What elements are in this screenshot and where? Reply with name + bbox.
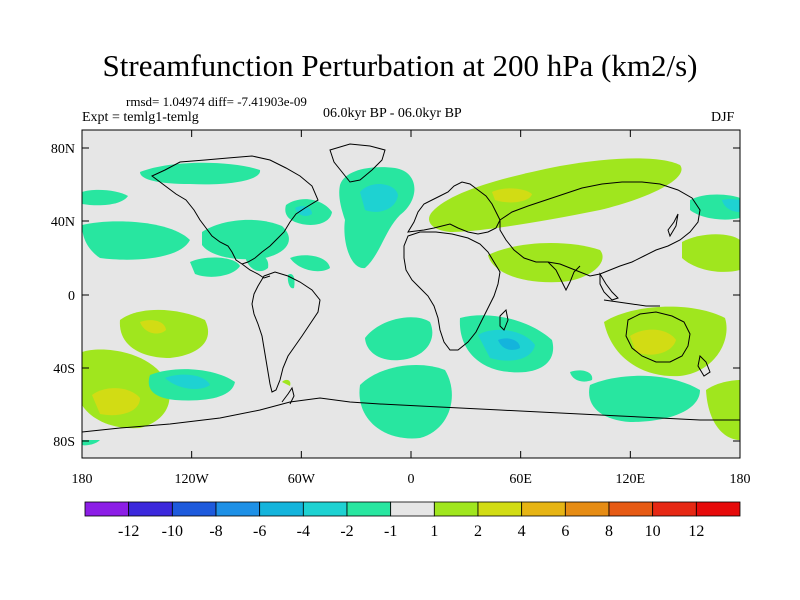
colorbar-label: 10 [645, 523, 661, 540]
plot-title: Streamfunction Perturbation at 200 hPa (… [102, 48, 698, 83]
contour-west-pacific-north [82, 221, 190, 260]
y-tick-label: 80N [51, 142, 75, 157]
contour-brazil [287, 274, 295, 289]
contour-fills [82, 143, 740, 446]
coast-asia [499, 181, 701, 277]
colorbar-label: -4 [297, 523, 310, 540]
colorbar-swatch [477, 501, 523, 517]
colorbar-label: 6 [561, 523, 569, 540]
contour-atlantic-core [360, 184, 398, 212]
stats-line: rmsd= 1.04974 diff= -7.41903e-09 [126, 94, 307, 109]
contour-tropical-pacific [190, 257, 240, 277]
colorbar-label: -8 [209, 523, 222, 540]
coast-antarctica [82, 397, 740, 433]
colorbar-label: 1 [430, 523, 438, 540]
coast-australia [625, 311, 691, 363]
contour-south-atlantic [365, 317, 433, 361]
colorbar-swatch [215, 501, 261, 517]
colorbar-swatch [259, 501, 304, 517]
contour-north-america [202, 219, 289, 260]
coast-japan [667, 213, 679, 238]
contour-pacific-west-north [82, 189, 128, 206]
contour-far-south-east [706, 380, 740, 440]
colorbar-label: -12 [118, 523, 139, 540]
y-tick-label: 80S [53, 435, 75, 450]
colorbar-label: 12 [688, 523, 704, 540]
colorbar: -12 -10 -8 -6 -4 -2 -1 1 2 4 6 8 10 12 [84, 501, 741, 540]
coast-madagascar [499, 308, 509, 331]
coast-north-america [151, 155, 319, 265]
x-tick-label: 120E [616, 472, 646, 487]
colorbar-label: -6 [253, 523, 266, 540]
contour-australia-core [630, 329, 676, 355]
y-tick-label: 40S [53, 362, 75, 377]
x-tick-label: 60W [288, 472, 316, 487]
colorbar-swatch [695, 501, 741, 517]
colorbar-swatch [521, 501, 566, 517]
contour-caribbean [245, 254, 269, 272]
contour-north-atlantic-eurasia [429, 158, 682, 232]
colorbar-swatch [128, 501, 173, 517]
experiment-line: Expt = temlg1-temlg [82, 110, 199, 125]
contour-ne-na-core [295, 206, 312, 216]
contour-south-america-small [282, 379, 291, 386]
coast-antarctic-peninsula [281, 386, 295, 405]
x-tick-label: 180 [730, 472, 751, 487]
colorbar-swatch [652, 501, 697, 517]
contour-east-pacific [682, 234, 740, 272]
colorbar-swatch [84, 501, 130, 517]
coast-southeast-asia [599, 272, 619, 301]
colorbar-swatch [433, 501, 479, 517]
coast-central-america [241, 263, 271, 279]
y-axis: 80N 40N 0 40S 80S [51, 142, 740, 450]
coast-indonesia [603, 299, 660, 307]
contour-indian-deep [498, 338, 520, 350]
contour-south-pacific-core [92, 388, 140, 416]
colorbar-label: 4 [518, 523, 526, 540]
colorbar-label: -10 [162, 523, 183, 540]
contour-south-indian [589, 375, 700, 422]
contour-pacific-small-core [140, 320, 166, 334]
colorbar-swatch [564, 501, 610, 517]
colorbar-swatch [390, 501, 435, 517]
contour-north-pacific [140, 162, 261, 185]
contour-pacific-mid-core [165, 374, 210, 390]
x-tick-label: 180 [72, 472, 93, 487]
x-axis: 180 120W 60W 0 60E 120E 180 [72, 130, 751, 487]
coast-europe [407, 181, 501, 235]
coast-new-zealand [697, 354, 711, 377]
colorbar-swatch [302, 501, 348, 517]
y-tick-label: 0 [68, 289, 75, 304]
x-tick-label: 60E [509, 472, 532, 487]
contour-atlantic-small [290, 255, 330, 272]
colorbar-label: 2 [474, 523, 482, 540]
coast-south-america [251, 271, 321, 393]
x-tick-label: 0 [408, 472, 415, 487]
coastlines [82, 143, 740, 433]
contour-far-east-core [722, 199, 740, 212]
season-label: DJF [711, 110, 735, 125]
coast-africa [403, 231, 501, 351]
coast-greenland [329, 143, 386, 183]
contour-indian-east [570, 370, 593, 382]
period-line: 06.0kyr BP - 06.0kyr BP [323, 106, 462, 121]
contour-southern-atlantic [359, 365, 452, 439]
colorbar-label: -2 [340, 523, 353, 540]
colorbar-swatch [346, 501, 392, 517]
y-tick-label: 40N [51, 215, 75, 230]
contour-eurasia-core [492, 188, 532, 203]
colorbar-label: 8 [605, 523, 613, 540]
colorbar-swatch [608, 501, 654, 517]
x-tick-label: 120W [175, 472, 210, 487]
colorbar-swatch [171, 501, 217, 517]
coast-india [547, 261, 581, 292]
colorbar-label: -1 [384, 523, 397, 540]
